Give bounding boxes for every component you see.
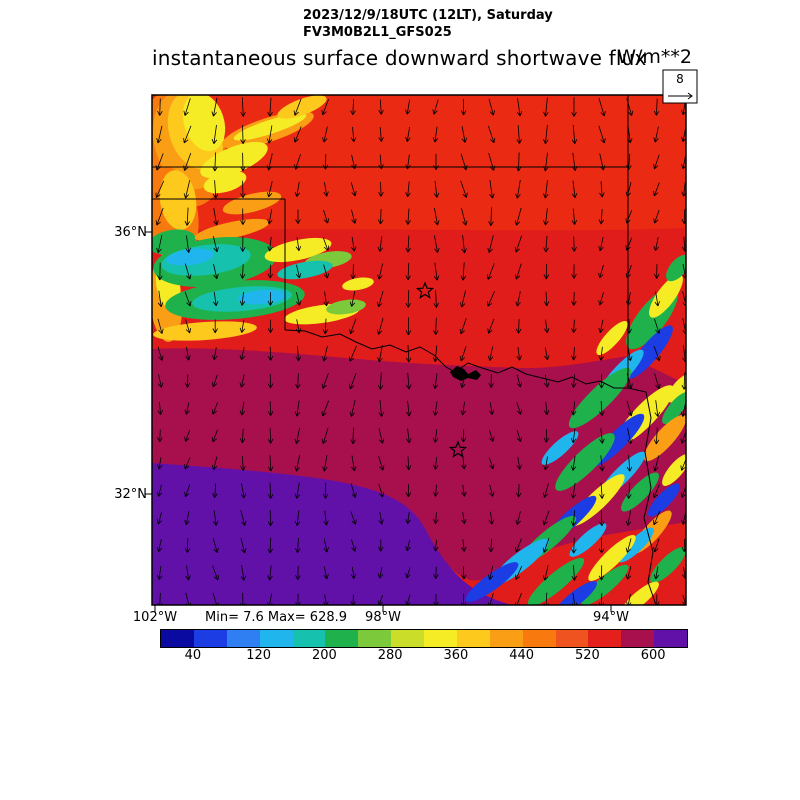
colorbar-cell bbox=[654, 630, 687, 647]
colorbar-tick-label: 360 bbox=[443, 648, 469, 663]
colorbar-cell bbox=[456, 630, 490, 647]
colorbar-cell bbox=[588, 630, 622, 647]
colorbar-labels: 40 120 200 280 360 440 520 600 bbox=[0, 648, 800, 666]
lon-label-98w: 98°W bbox=[365, 610, 401, 625]
colorbar-cell bbox=[325, 630, 359, 647]
colorbar-cell bbox=[391, 630, 424, 647]
colorbar-cell bbox=[489, 630, 523, 647]
lat-label-32n: 32°N bbox=[114, 487, 147, 502]
colorbar-cell bbox=[424, 630, 457, 647]
lat-label-36n: 36°N bbox=[114, 225, 147, 240]
colorbar-cell bbox=[259, 630, 293, 647]
colorbar-cell bbox=[522, 630, 556, 647]
colorbar-cell bbox=[193, 630, 227, 647]
ref-vector-value: 8 bbox=[676, 72, 684, 86]
units-label: W/m**2 bbox=[617, 46, 692, 68]
colorbar-cell bbox=[621, 630, 655, 647]
colorbar-tick-label: 120 bbox=[246, 648, 272, 663]
colorbar-tick-label: 200 bbox=[311, 648, 337, 663]
colorbar-tick-label: 280 bbox=[377, 648, 403, 663]
colorbar bbox=[160, 629, 688, 648]
colorbar-tick-label: 440 bbox=[509, 648, 535, 663]
colorbar-cell bbox=[358, 630, 392, 647]
colorbar-cell bbox=[226, 630, 260, 647]
colorbar-cell bbox=[555, 630, 589, 647]
model-run-label: FV3M0B2L1_GFS025 bbox=[303, 25, 452, 40]
valid-time-label: 2023/12/9/18UTC (12LT), Saturday bbox=[303, 8, 553, 23]
colorbar-tick-label: 600 bbox=[640, 648, 666, 663]
plot-title: instantaneous surface downward shortwave… bbox=[152, 46, 647, 70]
minmax-label: Min= 7.6 Max= 628.9 bbox=[205, 610, 348, 625]
colorbar-tick-label: 520 bbox=[574, 648, 600, 663]
colorbar-tick-label: 40 bbox=[184, 648, 202, 663]
colorbar-cell bbox=[292, 630, 326, 647]
lon-label-102w: 102°W bbox=[132, 610, 178, 625]
lon-label-94w: 94°W bbox=[593, 610, 629, 625]
colorbar-cell bbox=[161, 630, 194, 647]
